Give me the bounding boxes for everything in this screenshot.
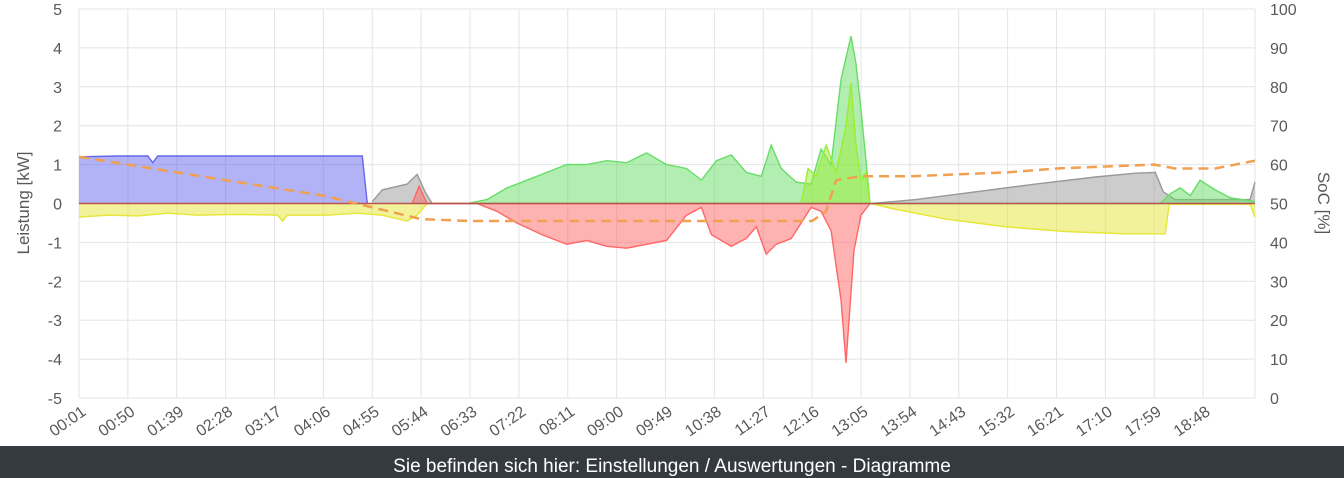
x-tick-label: 15:32 — [975, 403, 1018, 440]
y-right-tick-label: 90 — [1270, 41, 1288, 58]
x-tick-label: 04:06 — [291, 403, 334, 440]
y-right-tick-label: 80 — [1270, 80, 1288, 97]
x-tick-label: 18:48 — [1171, 403, 1214, 440]
y-right-tick-label: 50 — [1270, 197, 1288, 214]
series-line-2 — [371, 171, 1256, 205]
x-tick-label: 12:16 — [780, 403, 823, 440]
y-left-tick-label: 3 — [53, 80, 62, 97]
x-tick-label: 00:01 — [47, 403, 90, 440]
y-left-tick-label: 0 — [53, 197, 62, 214]
x-tick-label: 16:21 — [1024, 403, 1067, 440]
series-line-0 — [78, 155, 368, 204]
x-tick-label: 04:55 — [340, 403, 383, 440]
x-tick-label: 17:59 — [1122, 403, 1165, 440]
x-tick-label: 08:11 — [536, 403, 578, 439]
y-axis-right-label: SoC [%] — [1314, 172, 1333, 234]
y-right-tick-label: 40 — [1270, 235, 1288, 252]
x-tick-label: 05:44 — [389, 403, 432, 440]
y-left-tick-label: -3 — [48, 313, 62, 330]
y-left-tick-label: 4 — [53, 41, 62, 58]
x-tick-label: 11:27 — [732, 403, 774, 439]
x-tick-label: 09:00 — [584, 403, 627, 440]
y-right-tick-label: 60 — [1270, 158, 1288, 175]
x-axis-ticks: 00:01 00:50 01:39 02:28 03:17 04:06 04:55 05:44… — [47, 403, 1214, 440]
y-left-tick-label: -5 — [48, 391, 62, 408]
y-left-tick-label: 2 — [53, 119, 62, 136]
series-area-4 — [412, 186, 870, 363]
x-tick-label: 13:05 — [829, 403, 872, 440]
y-left-tick-label: 1 — [53, 158, 62, 175]
y-left-tick-label: -1 — [48, 235, 62, 252]
x-tick-label: 07:22 — [487, 403, 530, 440]
x-tick-label: 09:49 — [633, 403, 676, 440]
series-line-5 — [800, 82, 871, 204]
series-area-2 — [372, 172, 1255, 204]
x-tick-label: 01:39 — [144, 403, 187, 440]
series-area-3 — [467, 36, 1255, 204]
y-axis-left-ticks: 5 4 3 2 1 0 -1 -2 -3 -4 -5 — [48, 2, 62, 408]
breadcrumb-footer: Sie befinden sich hier: Einstellungen / … — [0, 446, 1344, 478]
x-tick-label: 03:17 — [242, 403, 285, 440]
x-tick-label: 13:54 — [878, 403, 921, 440]
x-tick-label: 00:50 — [96, 403, 139, 440]
chart-series-areas — [78, 36, 1256, 364]
series-line-3 — [466, 36, 1256, 205]
x-tick-label: 10:38 — [682, 403, 725, 440]
x-tick-label: 02:28 — [193, 403, 236, 440]
y-right-tick-label: 100 — [1270, 2, 1297, 19]
x-tick-label: 14:43 — [926, 403, 969, 440]
x-tick-label: 17:10 — [1073, 403, 1116, 440]
y-axis-left-label: Leistung [kW] — [14, 152, 33, 255]
x-tick-label: 06:33 — [438, 403, 481, 440]
y-left-tick-label: -2 — [48, 274, 62, 291]
y-right-tick-label: 30 — [1270, 274, 1288, 291]
series-line-4 — [411, 184, 871, 364]
series-line-1 — [78, 202, 1256, 235]
y-left-tick-label: -4 — [48, 352, 62, 369]
y-right-tick-label: 20 — [1270, 313, 1288, 330]
y-right-tick-label: 10 — [1270, 352, 1288, 369]
y-right-tick-label: 70 — [1270, 119, 1288, 136]
y-left-tick-label: 5 — [53, 2, 62, 19]
y-right-tick-label: 0 — [1270, 391, 1279, 408]
series-area-1 — [79, 203, 1255, 234]
